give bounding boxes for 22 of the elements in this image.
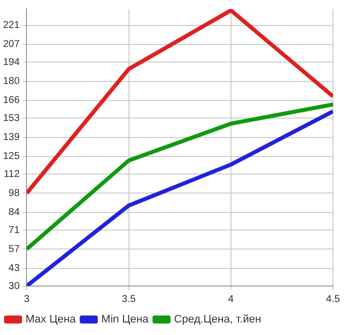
x-tick-label: 3 [24,294,30,305]
y-tick-label: 43 [8,263,20,274]
y-tick-label: 84 [8,207,20,218]
y-tick-label: 71 [8,224,20,236]
legend-label: Max Цена [26,314,77,326]
y-tick-label: 194 [2,56,20,68]
x-tick-label: 4 [228,294,234,305]
y-tick-label: 139 [2,132,20,144]
y-tick-label: 98 [8,188,20,199]
x-tick-label: 3.5 [122,294,136,305]
x-tick-label: 4.5 [326,294,340,305]
y-tick-label: 153 [2,112,20,124]
y-tick-label: 125 [2,151,20,162]
y-tick-label: 166 [2,95,20,106]
legend-label: Сред.Цена, т.йен [174,314,262,326]
y-tick-label: 221 [2,20,20,32]
legend-label: Min Цена [101,314,150,326]
y-tick-label: 57 [8,244,20,255]
y-tick-label: 180 [2,76,20,88]
y-tick-label: 207 [2,39,20,50]
y-tick-label: 112 [4,168,20,180]
y-tick-label: 30 [8,280,20,292]
